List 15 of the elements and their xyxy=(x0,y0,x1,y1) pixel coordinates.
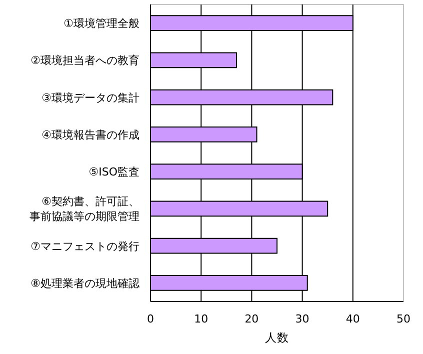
y-tick-label: ①環境管理全般 xyxy=(64,17,140,30)
y-tick-label: ⑦マニフェストの発行 xyxy=(30,240,140,253)
y-tick-label: ④環境報告書の作成 xyxy=(42,128,140,142)
y-tick-label: ⑥契約書、許可証、事前協議等の期限管理 xyxy=(30,195,140,224)
x-tick-label: 20 xyxy=(244,312,259,326)
y-tick-label: ⑤ISO監査 xyxy=(88,166,140,179)
x-tick-label: 50 xyxy=(396,312,410,326)
x-tick-label: 10 xyxy=(194,312,208,326)
x-tick-label: 40 xyxy=(346,312,360,326)
x-tick-label: 30 xyxy=(295,312,310,326)
y-tick-label: ③環境データの集計 xyxy=(42,91,140,104)
x-tick-label: 0 xyxy=(147,312,154,326)
y-tick-label: ②環境担当者への教育 xyxy=(30,54,140,68)
x-axis-title: 人数 xyxy=(265,330,289,344)
y-tick-label: ⑧処理業者の現地確認 xyxy=(30,276,140,290)
